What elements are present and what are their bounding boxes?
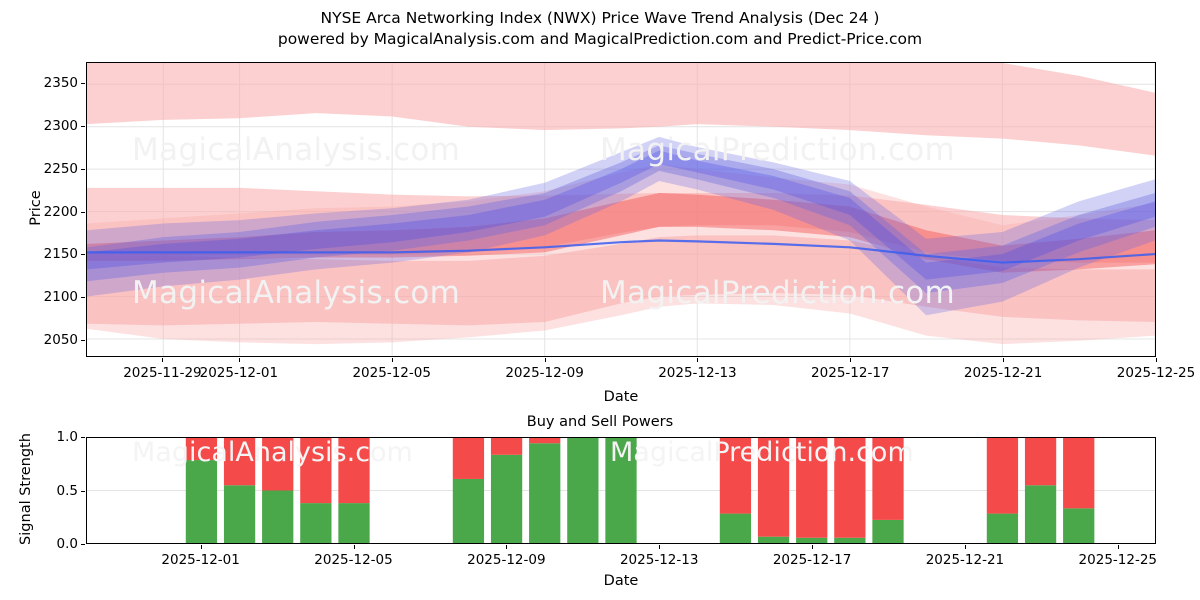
price-x-axis-label: Date [603,389,639,405]
signal-xtick-mark [659,545,661,549]
price-xtick-label: 2025-12-13 [658,365,737,381]
price-xtick-label: 2025-12-09 [505,365,584,381]
price-ytick-mark [81,254,85,256]
figure-title-line-2: powered by MagicalAnalysis.com and Magic… [277,30,923,48]
signal-xtick-mark [353,545,355,549]
signal-xtick-label: 2025-12-01 [161,552,240,568]
signal-xtick-mark [964,545,966,549]
price-ytick-mark [81,83,85,85]
price-xtick-mark [391,358,393,362]
price-ytick-label: 2150 [43,246,78,263]
price-ytick-label: 2200 [43,203,78,220]
price-ytick-label: 2300 [43,118,78,135]
signal-y-axis-label: Signal Strength [18,432,34,545]
price-xtick-mark [697,358,699,362]
price-ytick-mark [81,339,85,341]
signal-ytick-label: 0.5 [56,482,78,499]
signal-xtick-label: 2025-12-05 [314,552,393,568]
price-xtick-label: 2025-12-01 [199,365,279,381]
signal-xtick-label: 2025-12-09 [467,552,546,568]
signal-xtick-mark [200,545,202,549]
price-xtick-label: 2025-11-29 [123,365,202,381]
signal-ytick-label: 1.0 [56,429,78,445]
price-xtick-mark [1156,358,1157,362]
buy-sell-powers-plot-area [86,437,1156,544]
price-xtick-mark [850,358,852,362]
signal-xtick-label: 2025-12-21 [925,552,1005,568]
signal-ytick-mark [81,544,85,545]
signal-ytick-mark [81,437,85,438]
price-ytick-label: 2250 [43,160,78,177]
price-wave-canvas [87,63,1155,356]
signal-ytick-mark [81,490,85,492]
signal-xtick-label: 2025-12-17 [772,552,852,568]
signal-xtick-mark [812,545,814,549]
buy-sell-powers-title: Buy and Sell Powers [526,414,674,430]
signal-x-axis-label: Date [603,573,639,589]
price-xtick-label: 2025-12-21 [963,365,1043,381]
price-ytick-label: 2050 [43,331,78,348]
price-xtick-mark [162,358,164,362]
price-xtick-label: 2025-12-17 [811,365,890,381]
price-wave-plot-area [86,62,1156,357]
signal-xtick-label: 2025-12-25 [1078,552,1158,568]
price-ytick-mark [81,211,85,213]
price-xtick-mark [1003,358,1005,362]
price-y-axis-label: Price [28,189,44,226]
signal-xtick-label: 2025-12-13 [619,552,699,568]
buy-sell-powers-canvas [87,438,1155,543]
price-ytick-mark [81,126,85,128]
signal-ytick-label: 0.0 [56,536,78,552]
price-ytick-mark [81,168,85,170]
price-xtick-mark [238,358,240,362]
signal-xtick-mark [1117,545,1119,549]
price-xtick-label: 2025-12-25 [1116,365,1196,381]
price-xtick-mark [544,358,546,362]
figure-title-line-1: NYSE Arca Networking Index (NWX) Price W… [320,9,880,27]
price-ytick-label: 2350 [43,75,78,92]
signal-xtick-mark [506,545,508,549]
price-ytick-mark [81,297,85,299]
price-xtick-label: 2025-12-05 [352,365,431,381]
price-ytick-label: 2100 [43,289,78,306]
